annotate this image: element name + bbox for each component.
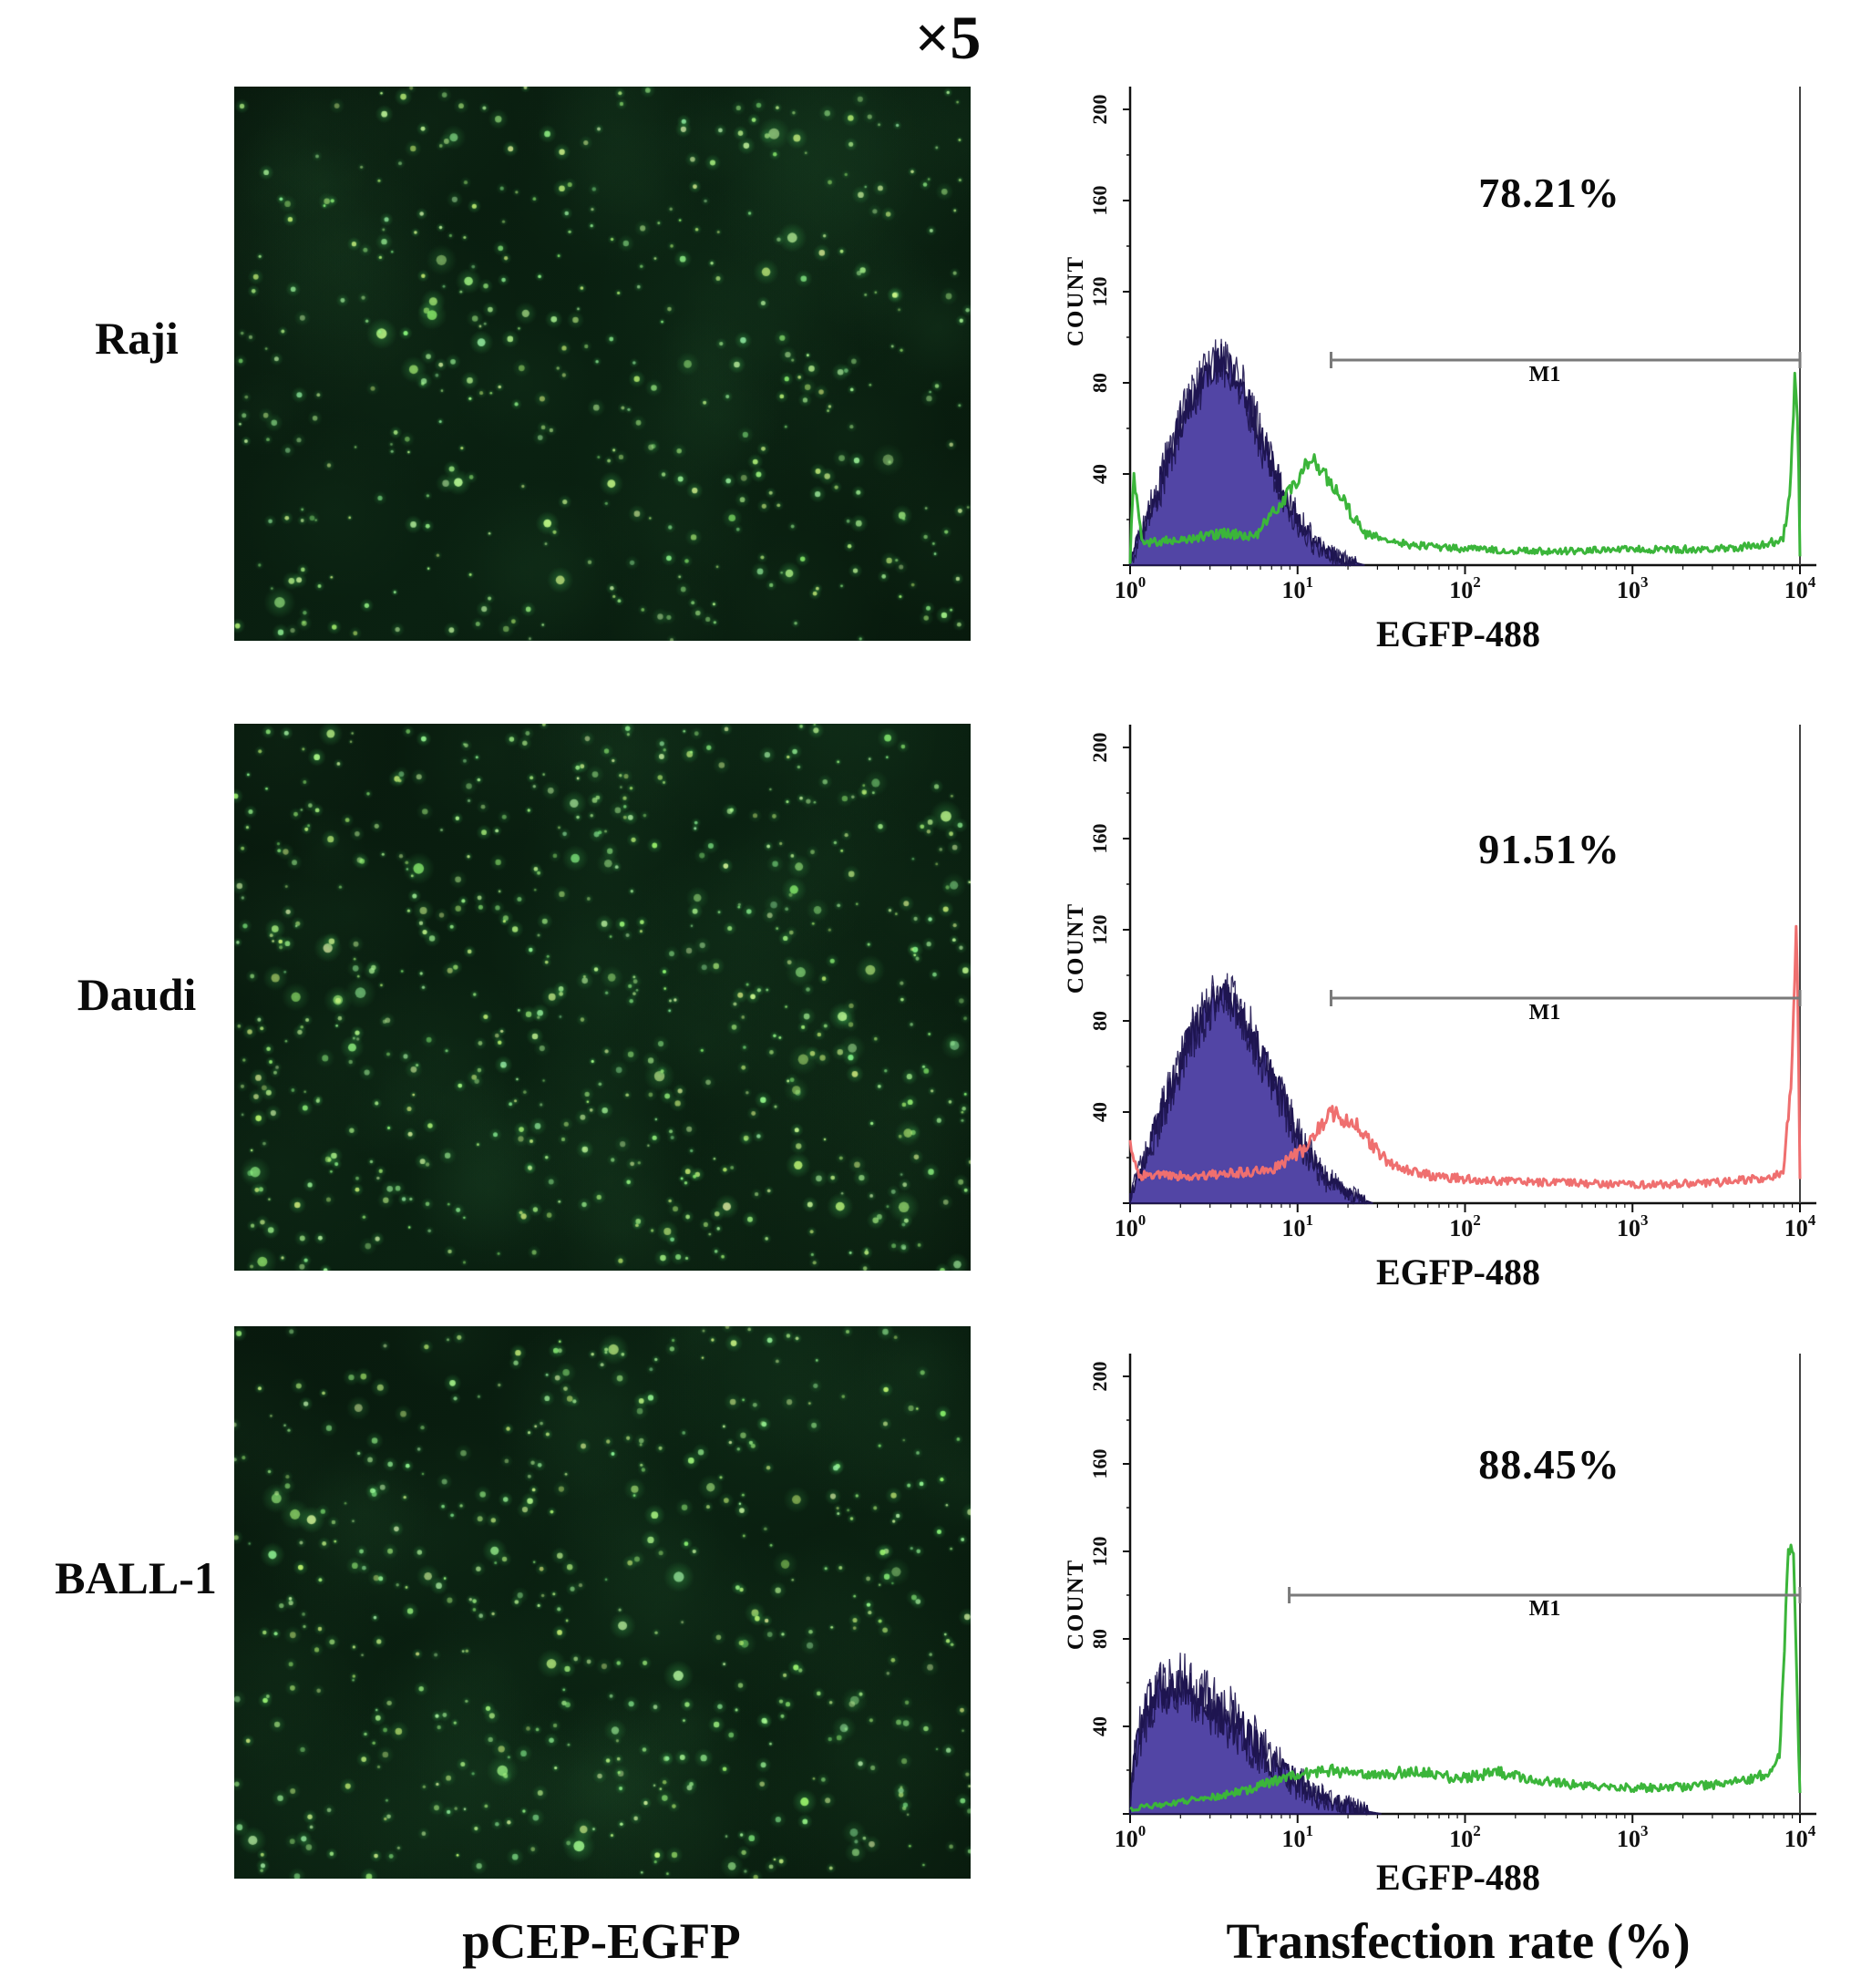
svg-text:80: 80 [1088, 1011, 1111, 1031]
x-axis-label-raji: EGFP-488 [1376, 613, 1540, 654]
svg-text:40: 40 [1088, 464, 1111, 484]
svg-text:160: 160 [1088, 186, 1111, 216]
fluorescence-micrograph-raji [234, 87, 971, 641]
transfection-percentage-raji: 78.21% [1478, 170, 1620, 216]
gate-m1-label-ball1: M1 [1528, 1597, 1561, 1621]
svg-text:101: 101 [1282, 1211, 1314, 1241]
svg-text:40: 40 [1088, 1716, 1111, 1736]
transfection-percentage-ball1: 88.45% [1478, 1441, 1620, 1488]
magnification-label: ×5 [914, 3, 982, 72]
svg-text:103: 103 [1617, 573, 1649, 603]
transfection-percentage-daudi: 91.51% [1478, 826, 1620, 872]
svg-text:160: 160 [1088, 824, 1111, 854]
svg-text:103: 103 [1617, 1822, 1649, 1852]
svg-text:120: 120 [1088, 277, 1111, 307]
svg-text:120: 120 [1088, 915, 1111, 945]
svg-text:80: 80 [1088, 1629, 1111, 1649]
svg-text:102: 102 [1449, 1822, 1481, 1852]
gate-m1-label-raji: M1 [1528, 363, 1561, 386]
svg-text:102: 102 [1449, 573, 1481, 603]
svg-text:40: 40 [1088, 1102, 1111, 1122]
svg-text:160: 160 [1088, 1449, 1111, 1479]
x-axis-label-ball1: EGFP-488 [1376, 1857, 1540, 1898]
svg-text:102: 102 [1449, 1211, 1481, 1241]
left-column-label: pCEP-EGFP [462, 1913, 741, 1969]
svg-text:104: 104 [1784, 1211, 1816, 1241]
svg-text:104: 104 [1784, 573, 1816, 603]
svg-text:200: 200 [1088, 95, 1111, 125]
svg-text:104: 104 [1784, 1822, 1816, 1852]
y-axis-label-ball1: COUNT [1064, 1558, 1088, 1651]
fluorescence-micrograph-daudi [234, 724, 971, 1271]
svg-text:120: 120 [1088, 1537, 1111, 1567]
svg-text:101: 101 [1282, 1822, 1314, 1852]
svg-text:103: 103 [1617, 1211, 1649, 1241]
y-axis-label-raji: COUNT [1064, 254, 1088, 347]
gate-m1-label-daudi: M1 [1528, 1001, 1561, 1025]
svg-text:100: 100 [1115, 1211, 1147, 1241]
cell-line-label-raji: Raji [95, 313, 179, 364]
fluorescence-micrograph-ball1 [234, 1326, 971, 1879]
y-axis-label-daudi: COUNT [1064, 901, 1088, 994]
flow-histogram-daudi: 40 80 120 160 200 100 101 102 103 104 [1088, 725, 1816, 1241]
x-axis-label-daudi: EGFP-488 [1376, 1252, 1540, 1293]
cell-line-label-ball1: BALL-1 [55, 1552, 217, 1603]
svg-text:100: 100 [1115, 573, 1147, 603]
svg-text:101: 101 [1282, 573, 1314, 603]
svg-text:200: 200 [1088, 1362, 1111, 1392]
svg-text:100: 100 [1115, 1822, 1147, 1852]
svg-text:200: 200 [1088, 733, 1111, 763]
flow-histogram-ball1: 40 80 120 160 200 100 101 102 103 104 [1088, 1354, 1816, 1852]
right-column-label: Transfection rate (%) [1226, 1913, 1691, 1969]
flow-histogram-raji: 40 80 120 160 200 100 101 102 103 104 [1088, 87, 1816, 603]
cell-line-label-daudi: Daudi [77, 969, 197, 1020]
svg-text:80: 80 [1088, 373, 1111, 393]
